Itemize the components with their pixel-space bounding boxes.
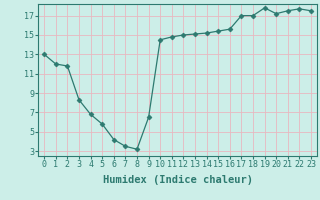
X-axis label: Humidex (Indice chaleur): Humidex (Indice chaleur)	[103, 175, 252, 185]
